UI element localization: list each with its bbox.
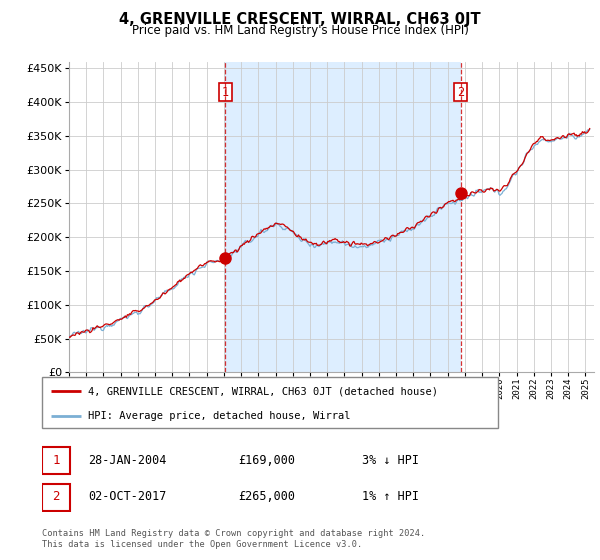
FancyBboxPatch shape [42,447,70,474]
Text: 1: 1 [222,86,229,99]
Text: Contains HM Land Registry data © Crown copyright and database right 2024.
This d: Contains HM Land Registry data © Crown c… [42,529,425,549]
Text: 4, GRENVILLE CRESCENT, WIRRAL, CH63 0JT (detached house): 4, GRENVILLE CRESCENT, WIRRAL, CH63 0JT … [88,386,437,396]
FancyBboxPatch shape [42,377,498,428]
Text: 4, GRENVILLE CRESCENT, WIRRAL, CH63 0JT: 4, GRENVILLE CRESCENT, WIRRAL, CH63 0JT [119,12,481,27]
FancyBboxPatch shape [42,484,70,511]
Text: £265,000: £265,000 [238,491,295,503]
Text: HPI: Average price, detached house, Wirral: HPI: Average price, detached house, Wirr… [88,410,350,421]
Text: £169,000: £169,000 [238,454,295,467]
Text: 3% ↓ HPI: 3% ↓ HPI [362,454,419,467]
Text: 1: 1 [52,454,60,467]
Text: 02-OCT-2017: 02-OCT-2017 [88,491,167,503]
Text: 2: 2 [457,86,464,99]
Text: 2: 2 [52,491,60,503]
Text: 1% ↑ HPI: 1% ↑ HPI [362,491,419,503]
Text: Price paid vs. HM Land Registry's House Price Index (HPI): Price paid vs. HM Land Registry's House … [131,24,469,37]
Bar [225,62,461,372]
Text: 28-JAN-2004: 28-JAN-2004 [88,454,167,467]
